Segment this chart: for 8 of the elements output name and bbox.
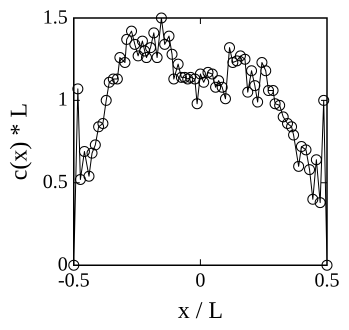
x-tick-label: 0.5	[314, 269, 340, 292]
y-tick-label: 0	[58, 253, 68, 276]
y-tick-label: 0.5	[42, 171, 68, 194]
y-tick-label: 1.5	[42, 6, 68, 28]
x-tick-label: 0	[195, 269, 206, 292]
x-axis-title: x / L	[178, 298, 224, 324]
y-tick-label: 1	[58, 88, 68, 111]
y-axis-title: c(x) * L	[6, 102, 33, 180]
